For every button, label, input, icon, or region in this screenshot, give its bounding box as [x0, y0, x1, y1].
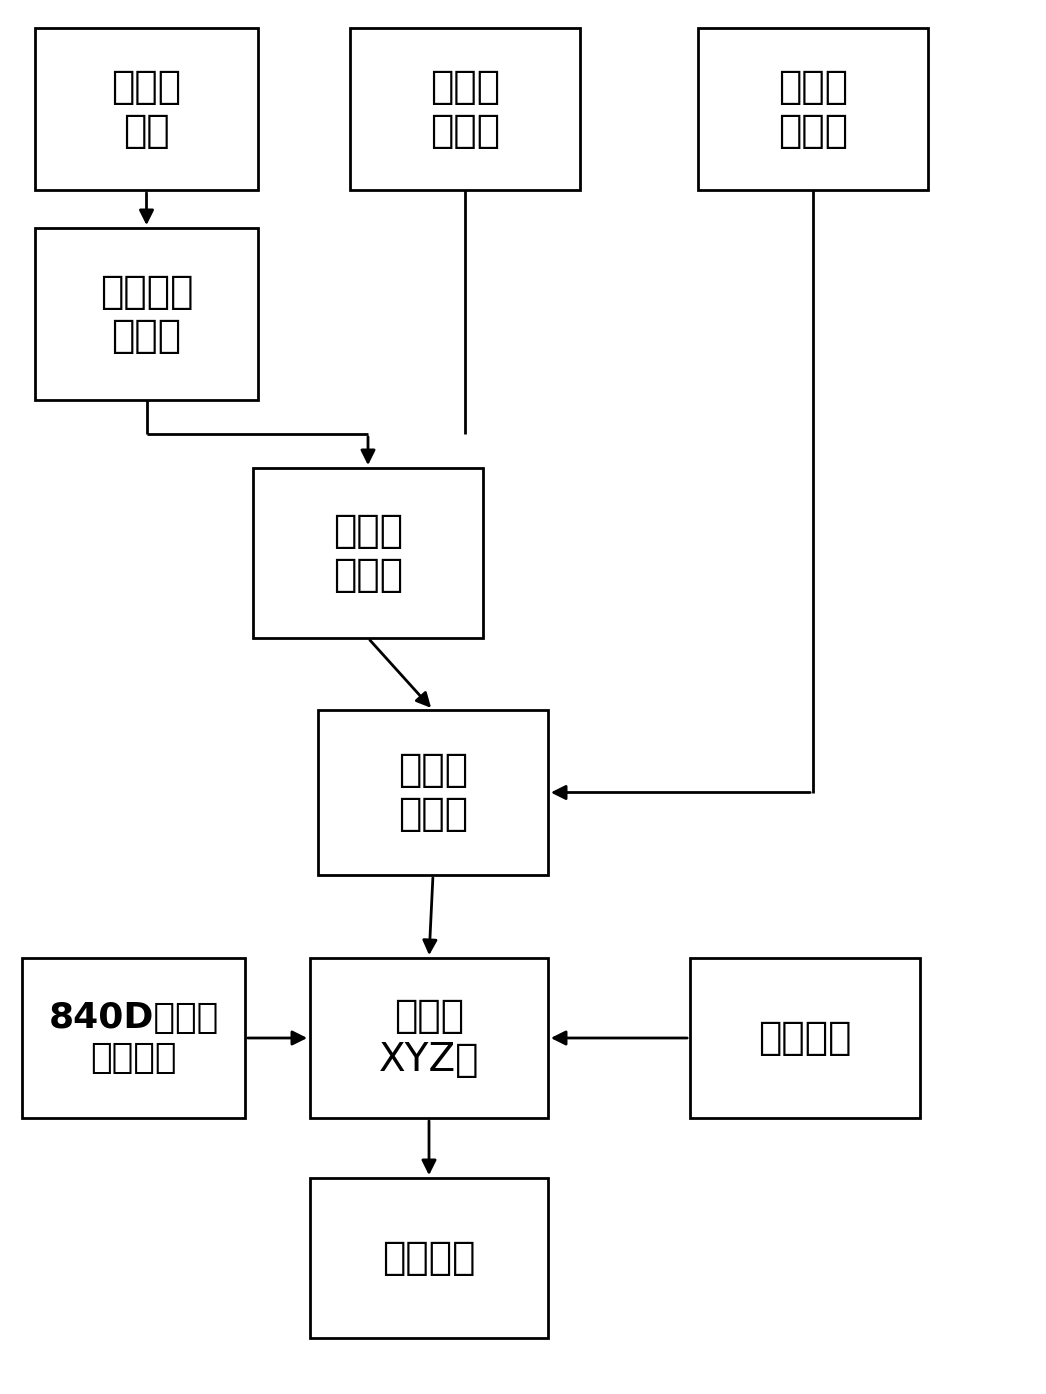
Bar	[698, 28, 928, 190]
Text: 齐次坐
标变换: 齐次坐 标变换	[778, 68, 848, 151]
Text: 840D热误差
补偿功能: 840D热误差 补偿功能	[48, 1001, 219, 1075]
Bar	[253, 468, 483, 638]
Bar	[350, 28, 579, 190]
Text: 实现补偿: 实现补偿	[382, 1239, 476, 1277]
Text: 误差元
素模型: 误差元 素模型	[333, 512, 403, 594]
Bar	[318, 710, 548, 875]
Text: 测量误
差数据: 测量误 差数据	[430, 68, 500, 151]
Bar	[35, 28, 258, 190]
Text: 拟合斜率: 拟合斜率	[758, 1019, 851, 1057]
Text: 空间误
差模型: 空间误 差模型	[397, 751, 468, 834]
Bar	[310, 1178, 548, 1338]
Text: 温度传
感器: 温度传 感器	[112, 68, 182, 151]
Text: 温度数据
采集卡: 温度数据 采集卡	[99, 273, 194, 355]
Bar	[35, 229, 258, 400]
Bar	[690, 958, 920, 1118]
Bar	[22, 958, 245, 1118]
Bar	[310, 958, 548, 1118]
Text: 解耦到
XYZ轴: 解耦到 XYZ轴	[379, 997, 479, 1079]
